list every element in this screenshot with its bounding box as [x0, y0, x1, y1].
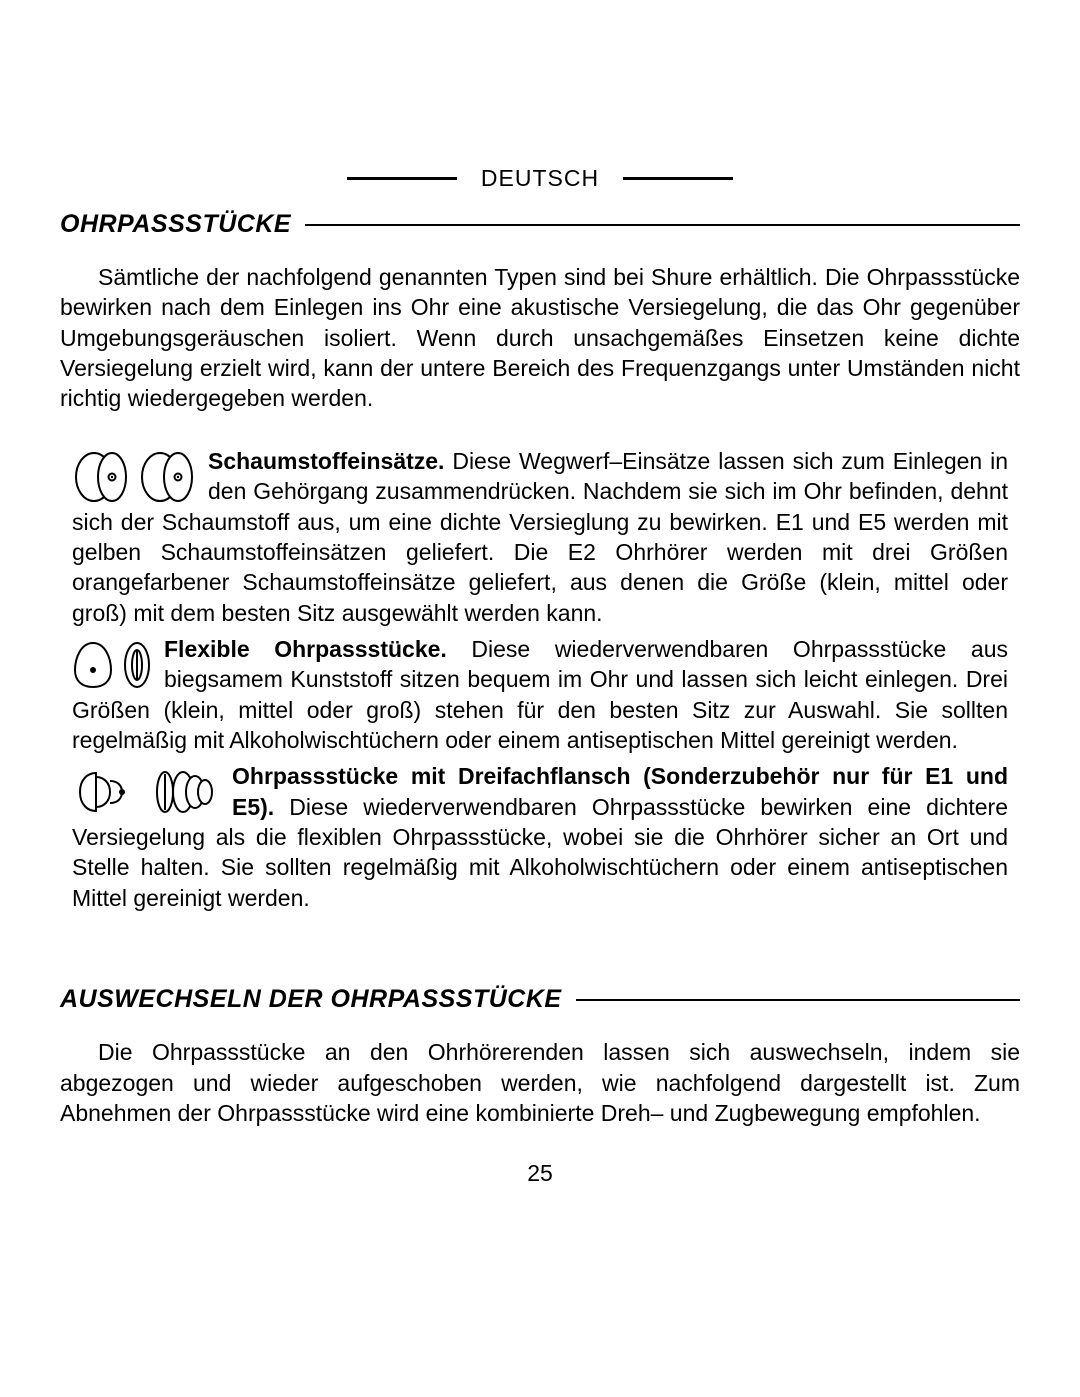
language-bar: DEUTSCH — [60, 165, 1020, 192]
section2-title: AUSWECHSELN DER OHRPASSSTÜCKE — [60, 985, 562, 1014]
language-rule-right — [623, 177, 733, 180]
ear-sleeve-types: Schaumstoffeinsätze. Diese Wegwerf–Einsä… — [72, 446, 1008, 913]
foam-item: Schaumstoffeinsätze. Diese Wegwerf–Einsä… — [72, 446, 1008, 628]
flex-item: Flexible Ohrpassstücke. Diese wiederverw… — [72, 634, 1008, 755]
language-rule-left — [347, 177, 457, 180]
tri-item: Ohrpassstücke mit Dreifachflansch (Sonde… — [72, 761, 1008, 913]
section2-body: Die Ohrpassstücke an den Ohrhörerenden l… — [60, 1037, 1020, 1128]
section1-title: OHRPASSSTÜCKE — [60, 210, 291, 239]
flex-lead: Flexible Ohrpassstücke. — [164, 636, 447, 662]
flex-icon — [72, 636, 152, 694]
section1-intro: Sämtliche der nachfolgend genannten Type… — [60, 262, 1020, 414]
section2-rule — [576, 999, 1020, 1001]
section1-rule — [305, 224, 1020, 226]
foam-icon — [72, 448, 196, 506]
tri-icon — [72, 763, 220, 821]
page-number: 25 — [60, 1160, 1020, 1187]
section1-title-row: OHRPASSSTÜCKE — [60, 210, 1020, 239]
page: DEUTSCH OHRPASSSTÜCKE Sämtliche der nach… — [0, 0, 1080, 1397]
section2-title-row: AUSWECHSELN DER OHRPASSSTÜCKE — [60, 985, 1020, 1014]
foam-lead: Schaumstoffeinsätze. — [208, 448, 444, 474]
language-label: DEUTSCH — [481, 165, 599, 192]
foam-body: Diese Wegwerf–Einsätze lassen sich zum E… — [72, 448, 1008, 626]
